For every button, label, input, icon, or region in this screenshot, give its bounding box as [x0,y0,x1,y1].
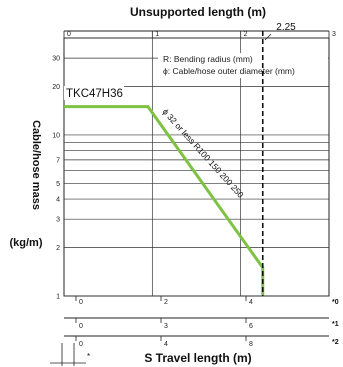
legend-background [158,53,328,78]
y-axis-tick-label: 2 [56,245,60,252]
bottom-scale-tick-label: 6 [249,323,253,330]
legend-line-diameter: ϕ: Cable/hose outer diameter (mm) [163,66,295,76]
top-axis-tick-label: 0 [67,31,71,38]
bottom-scale-label: *0 [332,299,339,306]
top-axis-tick-label: 1 [155,31,159,38]
y-axis-ticks: 1 2 3 4 5 7 10 20 30 [52,56,60,301]
y-axis-tick-label: 1 [56,294,60,301]
legend-line-radius: R: Bending radius (mm) [163,54,253,64]
bottom-scale-tick-label: 0 [79,299,83,306]
top-axis-ticks: 0 1 2 3 [63,31,336,38]
y-axis-tick-label: 10 [52,132,60,139]
bottom-scale-tick-label: 0 [79,341,83,348]
y-axis-unit: (kg/m) [10,237,43,249]
y-axis-tick-label: 30 [52,56,60,63]
bottom-scale-label: *1 [332,321,339,328]
bottom-scale-tick-label: 0 [79,323,83,330]
bottom-scale-tick-label: 2 [164,299,168,306]
bottom-scale-label: *2 [332,339,339,346]
y-axis-tick-label: 3 [56,217,60,224]
bottom-axis-title: S Travel length (m) [144,351,251,365]
grid-lines [64,37,329,297]
top-axis-marker-label: 2.25 [276,22,296,33]
top-axis-tick-label: 2 [244,31,248,38]
top-axis-tick-label: 3 [332,31,336,38]
bottom-scale-tick-label: 4 [164,341,168,348]
y-axis-tick-label: 20 [52,84,60,91]
bottom-scale-tick-label: 3 [164,323,168,330]
y-axis-tick-label: 7 [56,157,60,164]
top-axis-title: Unsupported length (m) [130,5,266,19]
bottom-scale-tick-label: 8 [249,341,253,348]
bottom-scale-tick-label: 4 [249,299,253,306]
bottom-scales: 0 2 4 *0 0 3 6 *1 0 4 8 *2 [64,296,339,348]
bottom-marker-label: * [87,352,90,361]
y-axis-title: Cable/hose mass [30,120,42,210]
top-axis-marker-leader [264,33,272,41]
series-label: TKC47H36 [66,88,123,100]
y-axis-tick-label: 4 [56,197,60,204]
y-axis-tick-label: 5 [56,181,60,188]
series-label-background [64,86,124,100]
